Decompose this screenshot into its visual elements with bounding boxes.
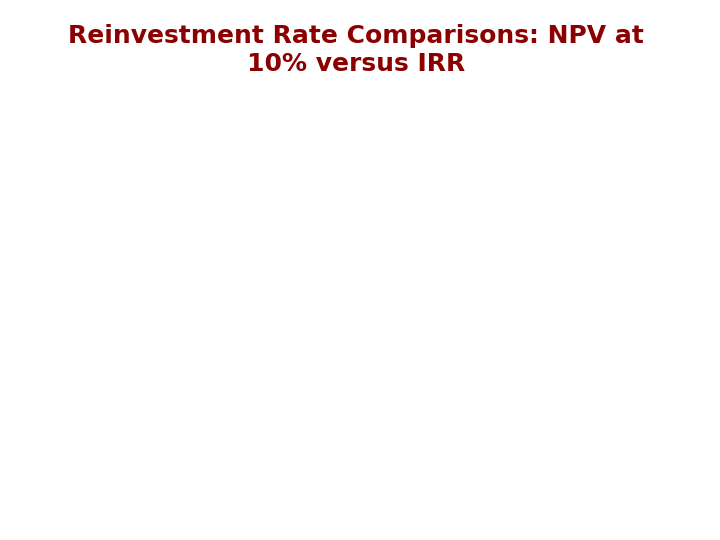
- Text: Reinvestment Rate Comparisons: NPV at
10% versus IRR: Reinvestment Rate Comparisons: NPV at 10…: [68, 24, 644, 76]
